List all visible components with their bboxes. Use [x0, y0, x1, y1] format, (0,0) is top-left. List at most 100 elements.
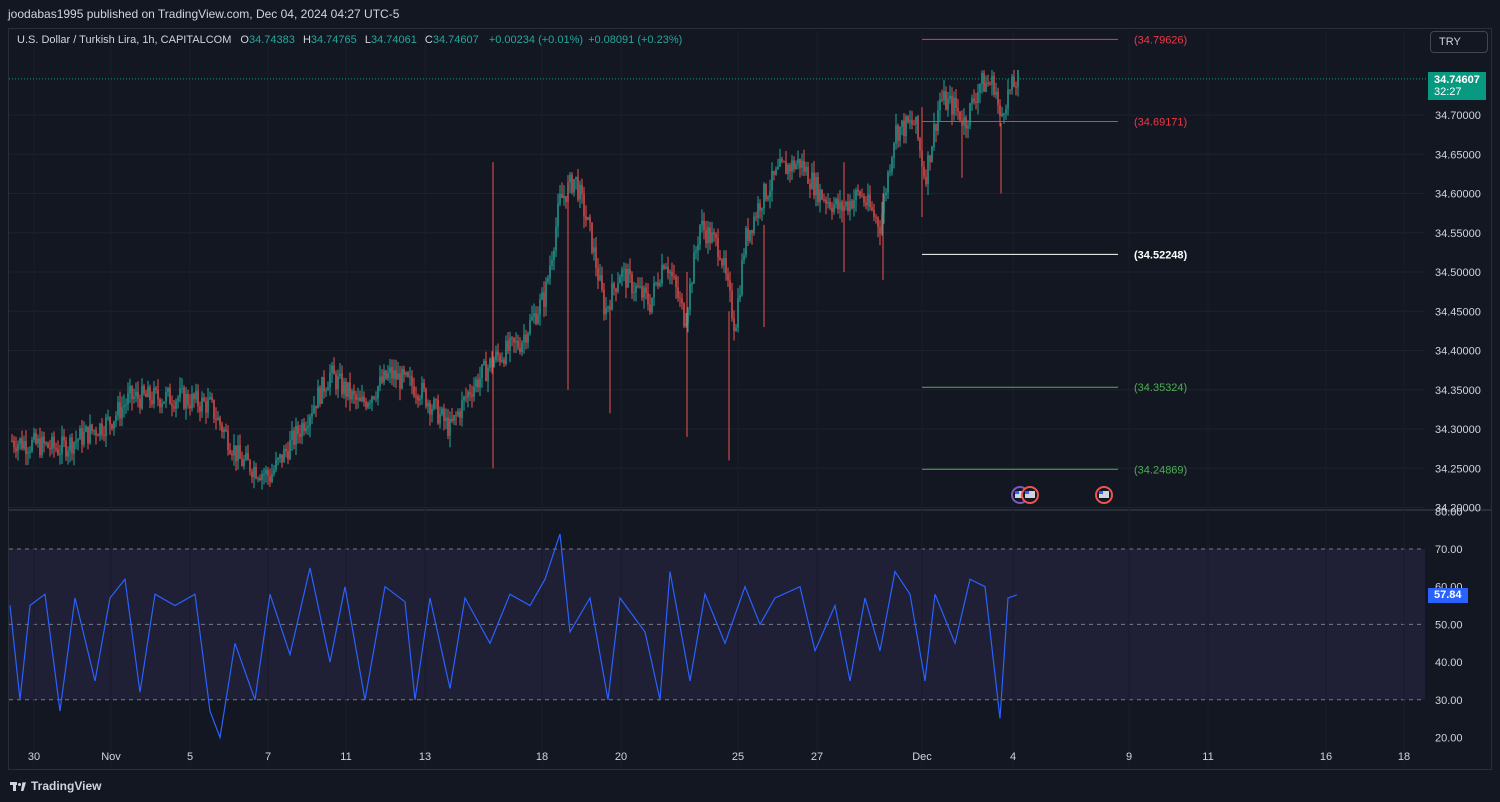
candle-body [335, 374, 337, 390]
candle-body [709, 227, 711, 243]
candle-body [27, 452, 29, 454]
candle-body [595, 247, 597, 268]
candle-body [63, 436, 65, 441]
candle-body [751, 230, 753, 234]
candle-body [333, 365, 335, 375]
lightning-event-icon-canton [1015, 491, 1019, 494]
candle-body [765, 184, 767, 200]
candle-body [21, 438, 23, 449]
candle-body [285, 448, 287, 452]
candle-body [389, 367, 391, 373]
candle-body [623, 268, 625, 270]
candle-body [979, 84, 981, 93]
candle-body [707, 227, 709, 244]
candle-body [175, 401, 177, 409]
time-axis-label: 16 [1320, 751, 1332, 763]
candle-body [729, 280, 731, 291]
candle-body [183, 387, 185, 409]
candle-body [995, 91, 997, 95]
candle-body [351, 390, 353, 400]
candle-body [881, 213, 883, 234]
candle-body [357, 397, 359, 400]
candle-body [329, 372, 331, 388]
rsi-value-badge: 57.84 [1428, 588, 1468, 603]
candle-body [23, 441, 25, 449]
candle-body [221, 424, 223, 432]
candle-body [375, 398, 377, 400]
candle-body [971, 98, 973, 104]
candle-body [247, 452, 249, 461]
candle-body [791, 160, 793, 172]
candle-body [967, 125, 969, 129]
candle-body [605, 307, 607, 315]
candle-body [975, 101, 977, 103]
price-axis-label: 34.65000 [1435, 149, 1481, 161]
candle-body [625, 268, 627, 288]
candle-body [659, 283, 661, 286]
candle-body [1009, 89, 1011, 91]
candle-body [599, 275, 601, 281]
candle-body [703, 220, 705, 231]
price-axis-label: 34.55000 [1435, 228, 1481, 240]
time-axis-label: 4 [1010, 751, 1016, 763]
candle-body [13, 441, 15, 448]
candle-body [569, 174, 571, 183]
candle-body [549, 265, 551, 278]
candle-body [157, 389, 159, 400]
candle-body [429, 402, 431, 415]
candle-body [803, 160, 805, 172]
candle-body [45, 442, 47, 444]
candle-body [455, 415, 457, 417]
candle-body [229, 450, 231, 454]
candle-body [1015, 86, 1017, 88]
candle-body [685, 323, 687, 326]
candle-body [683, 303, 685, 326]
candle-body [559, 194, 561, 204]
candle-body [297, 425, 299, 435]
candle-body [371, 396, 373, 403]
candle-body [383, 370, 385, 383]
candle-body [93, 430, 95, 432]
candle-body [369, 402, 371, 404]
candle-body [925, 176, 927, 185]
candle-body [65, 440, 67, 457]
candle-body [811, 172, 813, 189]
candle-body [777, 166, 779, 169]
candle-body [83, 431, 85, 445]
candle-body [327, 387, 329, 391]
candle-body [71, 437, 73, 454]
candle-body [657, 282, 659, 286]
us-flag-event-icon-flag [1025, 491, 1035, 498]
candle-body [911, 120, 913, 125]
candle-body [663, 265, 665, 269]
candle-body [829, 201, 831, 208]
candle-body [259, 478, 261, 480]
rsi-axis-label: 80.00 [1435, 506, 1463, 518]
candle-body [437, 399, 439, 424]
candle-body [99, 423, 101, 437]
candle-body [349, 382, 351, 400]
candle-body [1007, 89, 1009, 109]
candle-body [893, 143, 895, 158]
candle-body [387, 372, 389, 379]
candle-body [235, 445, 237, 461]
candle-body [451, 418, 453, 421]
candle-body [505, 340, 507, 364]
time-axis-label: 20 [615, 751, 627, 763]
candle-body [295, 425, 297, 445]
candle-body [681, 298, 683, 304]
candle-body [807, 166, 809, 184]
candle-body [161, 403, 163, 408]
candle-body [273, 469, 275, 474]
candle-body [445, 417, 447, 421]
candle-body [311, 413, 313, 417]
candle-body [413, 386, 415, 397]
candle-body [49, 447, 51, 450]
currency-button[interactable]: TRY [1430, 31, 1488, 53]
tradingview-logo[interactable]: TradingView [10, 779, 101, 793]
candle-body [287, 451, 289, 460]
candle-body [687, 309, 689, 324]
candle-body [1003, 113, 1005, 115]
legend-change: +0.00234 (+0.01%) [488, 34, 584, 46]
